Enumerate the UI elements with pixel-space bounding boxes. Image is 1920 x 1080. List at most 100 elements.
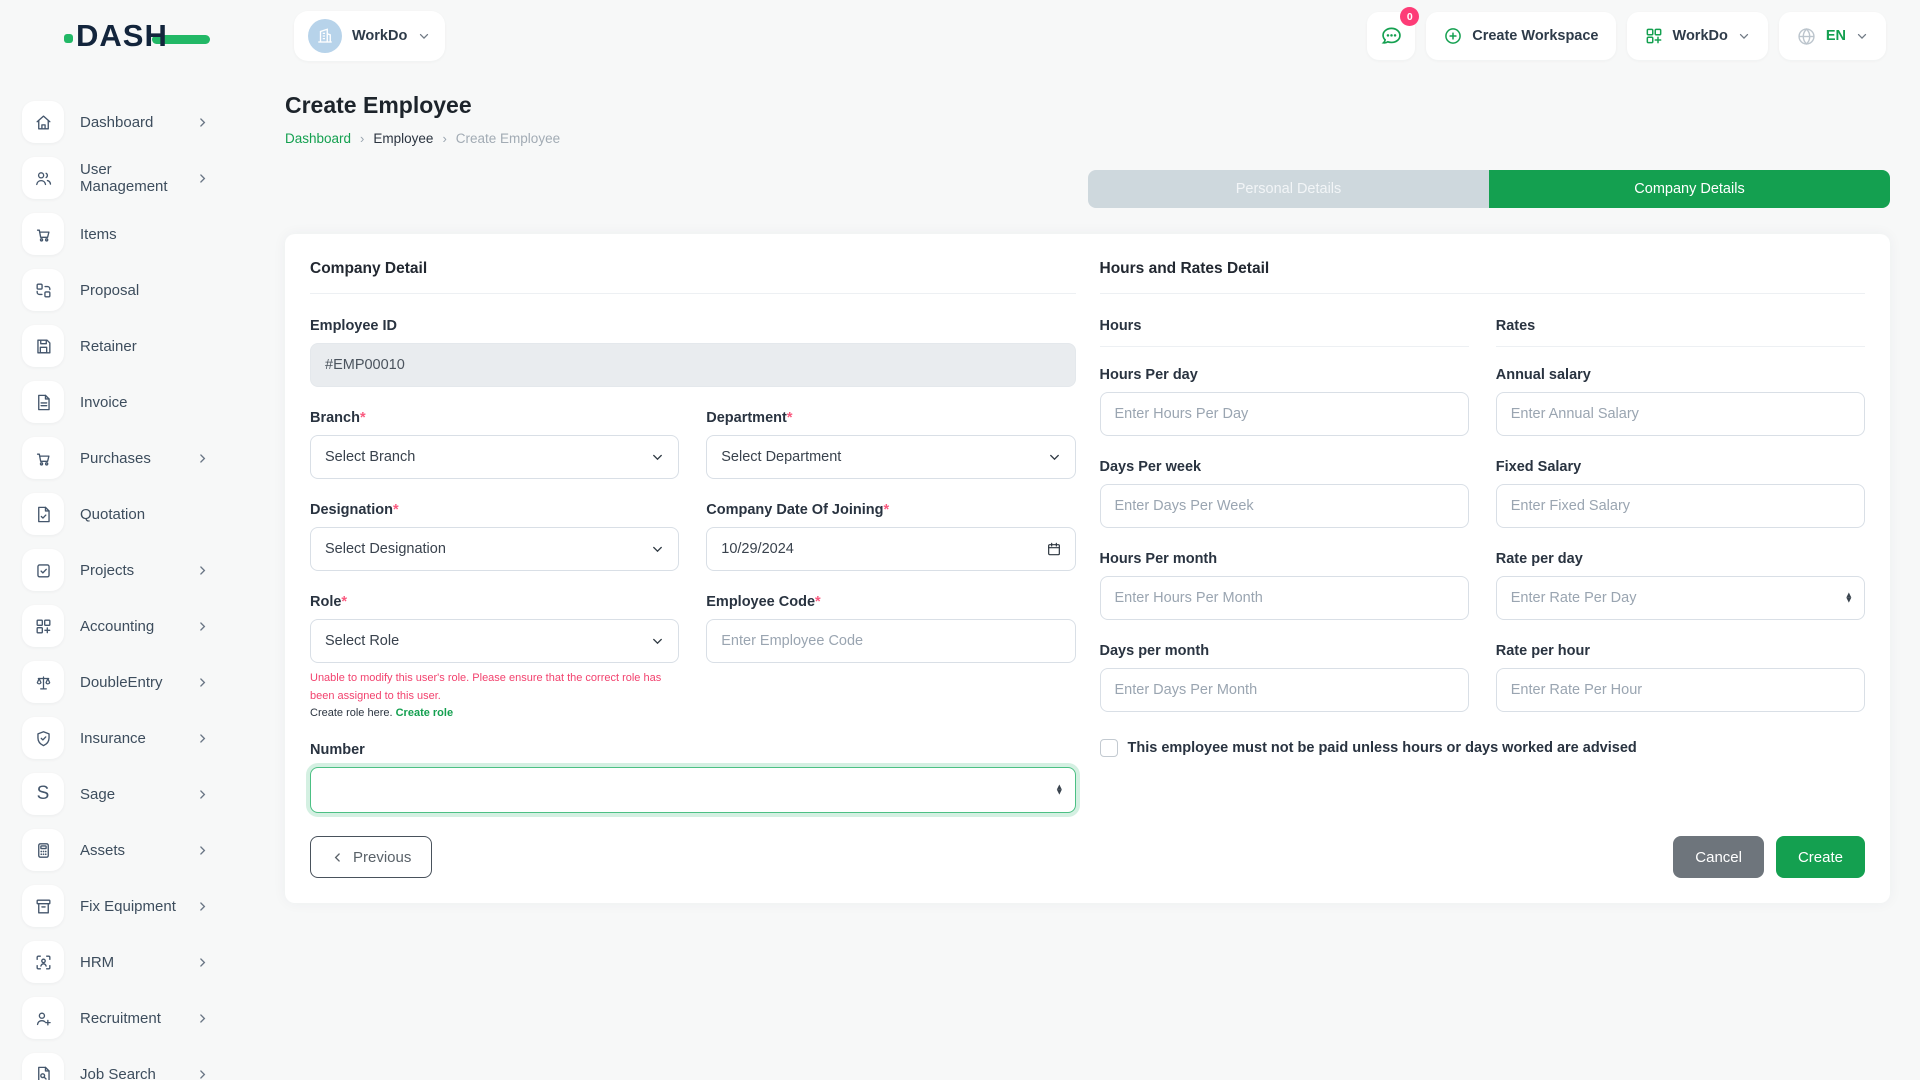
create-workspace-button[interactable]: Create Workspace [1426,12,1616,60]
rate-per-day-input[interactable]: Enter Rate Per Day ▲ ▼ [1495,576,1865,620]
sidebar-item-label: Sage [80,785,116,803]
employee-code-input[interactable] [706,619,1076,663]
workdo-apps-menu[interactable]: WorkDo [1626,12,1768,60]
chevron-right-icon [196,676,209,689]
sidebar-item-insurance[interactable]: Insurance [22,710,225,766]
rate-per-day-label: Rate per day [1495,551,1583,567]
sidebar-item-projects[interactable]: Projects [22,542,225,598]
number-input[interactable]: ▲ ▼ [310,767,1076,814]
messenger-button[interactable]: 0 [1367,7,1420,60]
hours-rates-section: Hours and Rates Detail Hours Hours Per d… [1099,260,1865,879]
sidebar-item-purchases[interactable]: Purchases [22,430,225,486]
sidebar-item-dashboard[interactable]: Dashboard [22,94,225,150]
number-label: Number [310,742,365,759]
chevron-right-icon [196,172,209,185]
sidebar-item-quotation[interactable]: Quotation [22,486,225,542]
create-role-link[interactable]: Create role [395,707,454,720]
sidebar-item-sage[interactable]: S Sage [22,766,225,822]
rate-per-day-spinner[interactable]: ▲ ▼ [1844,589,1853,605]
create-workspace-label: Create Workspace [1472,28,1599,44]
role-label: Role* [310,594,348,610]
tab-company-details[interactable]: Company Details [1489,170,1890,208]
no-pay-checkbox[interactable] [1099,739,1118,757]
sidebar-item-label: Recruitment [80,1009,161,1027]
workspace-switcher[interactable]: WorkDo [294,11,446,61]
department-group: Department* Select Department [706,410,1076,479]
branch-select[interactable]: Select Branch [310,435,680,479]
sidebar-item-invoice[interactable]: Invoice [22,374,225,430]
required-marker: * [341,594,348,610]
chevron-right-icon [196,732,209,745]
hours-per-month-input[interactable] [1099,576,1469,620]
previous-button[interactable]: Previous [310,836,433,879]
workdo-menu-label: WorkDo [1672,28,1728,44]
logo-text: DASH [76,18,168,53]
date-of-joining-value: 10/29/2024 [721,541,794,557]
chevron-right-icon [196,956,209,969]
cancel-button[interactable]: Cancel [1673,836,1764,879]
role-select[interactable]: Select Role [310,619,680,663]
calendar-icon[interactable] [1046,541,1062,557]
sidebar-item-hrm[interactable]: HRM [22,934,225,990]
days-per-month-input[interactable] [1099,668,1469,712]
chevron-right-icon [196,620,209,633]
date-of-joining-label: Company Date Of Joining* [706,502,890,518]
sidebar-item-fix-equipment[interactable]: Fix Equipment [22,878,225,934]
hours-rates-heading: Hours and Rates Detail [1099,260,1865,294]
user-plus-icon [22,997,64,1039]
chevron-right-icon [196,844,209,857]
required-marker: * [786,410,793,426]
sidebar-item-job-search[interactable]: Job Search [22,1046,225,1080]
dash-logo: DASH [64,16,214,56]
fixed-salary-input[interactable] [1495,484,1865,528]
days-per-month-label: Days per month [1099,643,1210,659]
designation-select[interactable]: Select Designation [310,527,680,571]
rate-per-day-group: Rate per day Enter Rate Per Day ▲ ▼ [1495,551,1865,620]
employee-id-group: Employee ID #EMP00010 [310,318,1076,387]
sidebar-item-label: Insurance [80,729,146,747]
archive-box-icon [22,885,64,927]
create-button[interactable]: Create [1775,836,1865,879]
chat-badge: 0 [1400,7,1420,26]
rate-per-hour-input[interactable] [1495,668,1865,712]
shield-check-icon [22,717,64,759]
chevron-down-icon [420,33,429,39]
sidebar-item-assets[interactable]: Assets [22,822,225,878]
apps-grid-icon [1646,28,1661,44]
logo-accent-bar [152,35,210,44]
sidebar-item-items[interactable]: Items [22,206,225,262]
department-select[interactable]: Select Department [706,435,1076,479]
chat-bubble-icon [1381,27,1401,44]
annual-salary-group: Annual salary [1495,367,1865,436]
sidebar-item-proposal[interactable]: Proposal [22,262,225,318]
cart-icon [22,213,64,255]
home-icon [22,101,64,143]
rates-subheading: Rates [1495,318,1865,347]
sidebar-item-retainer[interactable]: Retainer [22,318,225,374]
number-spinner[interactable]: ▲ ▼ [1055,781,1064,798]
main-content: Create Employee Dashboard › Employee › C… [225,72,1920,1080]
annual-salary-input[interactable] [1495,392,1865,436]
sidebar-item-user-management[interactable]: User Management [22,150,225,206]
grid-plus-icon [22,605,64,647]
sidebar-item-accounting[interactable]: Accounting [22,598,225,654]
annual-salary-label: Annual salary [1495,367,1591,383]
sidebar-item-label: Accounting [80,617,155,635]
rate-per-hour-label: Rate per hour [1495,643,1591,659]
no-pay-checkbox-label: This employee must not be paid unless ho… [1127,740,1637,756]
breadcrumb: Dashboard › Employee › Create Employee [285,131,1890,146]
required-marker: * [359,410,366,426]
breadcrumb-dashboard-link[interactable]: Dashboard [285,131,352,146]
sidebar-item-label: Proposal [80,281,140,299]
hours-per-day-input[interactable] [1099,392,1469,436]
date-of-joining-input[interactable]: 10/29/2024 [706,527,1076,571]
sidebar-item-recruitment[interactable]: Recruitment [22,990,225,1046]
sidebar-item-doubleentry[interactable]: DoubleEntry [22,654,225,710]
breadcrumb-employee-link[interactable]: Employee [373,131,434,146]
language-selector[interactable]: EN [1778,12,1886,60]
chevron-down-icon [1739,33,1748,39]
tab-personal-details[interactable]: Personal Details [1088,170,1489,208]
days-per-week-input[interactable] [1099,484,1469,528]
chevron-right-icon [196,1068,209,1080]
branch-selected-value: Select Branch [325,449,416,465]
